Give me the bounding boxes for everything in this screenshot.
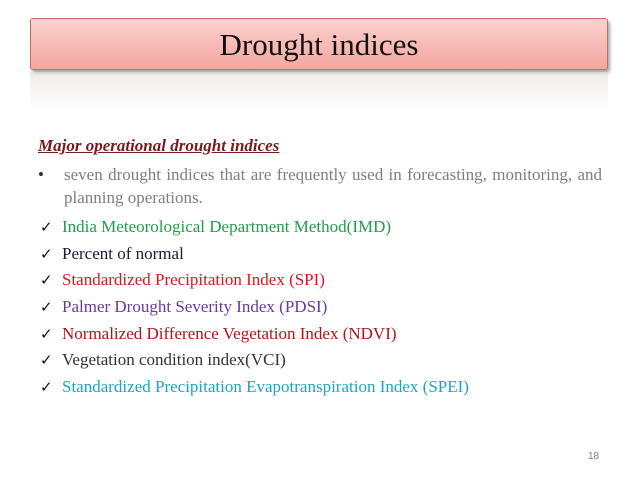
checkmark-icon: ✓ (40, 218, 53, 236)
drought-index-label: Vegetation condition index(VCI) (62, 350, 286, 370)
drought-index-list: ✓ India Meteorological Department Method(… (40, 214, 469, 401)
checkmark-icon: ✓ (40, 244, 53, 263)
drought-index-item: ✓ Vegetation condition index(VCI) (40, 347, 469, 374)
intro-paragraph: • seven drought indices that are frequen… (38, 163, 602, 209)
checkmark-icon: ✓ (40, 271, 53, 290)
drought-index-label: Normalized Difference Vegetation Index (… (62, 323, 397, 343)
drought-index-label: Standardized Precipitation Index (SPI) (62, 270, 325, 290)
section-heading: Major operational drought indices (38, 136, 280, 155)
title-banner: Drought indices (30, 18, 608, 70)
drought-index-label: Standardized Precipitation Evapotranspir… (62, 377, 469, 397)
checkmark-icon: ✓ (40, 298, 53, 317)
slide-title: Drought indices (219, 27, 419, 62)
drought-index-label: India Meteorological Department Method(I… (62, 217, 392, 236)
drought-index-item: ✓ Standardized Precipitation Evapotranspi… (40, 374, 469, 401)
drought-index-item: ✓ Percent of normal (40, 241, 469, 268)
title-reflection-band (30, 72, 608, 112)
bullet-icon: • (38, 165, 44, 184)
drought-index-item: ✓ Palmer Drought Severity Index (PDSI) (40, 294, 469, 321)
drought-index-label: Palmer Drought Severity Index (PDSI) (62, 297, 328, 317)
drought-index-item: ✓ Normalized Difference Vegetation Index … (40, 321, 469, 348)
drought-index-item: ✓ India Meteorological Department Method(… (40, 214, 469, 241)
drought-index-item: ✓ Standardized Precipitation Index (SPI) (40, 267, 469, 294)
intro-text: seven drought indices that are frequentl… (64, 165, 602, 207)
page-number: 18 (588, 451, 600, 462)
checkmark-icon: ✓ (40, 378, 53, 397)
drought-index-label: Percent of normal (62, 243, 184, 263)
checkmark-icon: ✓ (40, 324, 53, 343)
checkmark-icon: ✓ (40, 351, 53, 370)
